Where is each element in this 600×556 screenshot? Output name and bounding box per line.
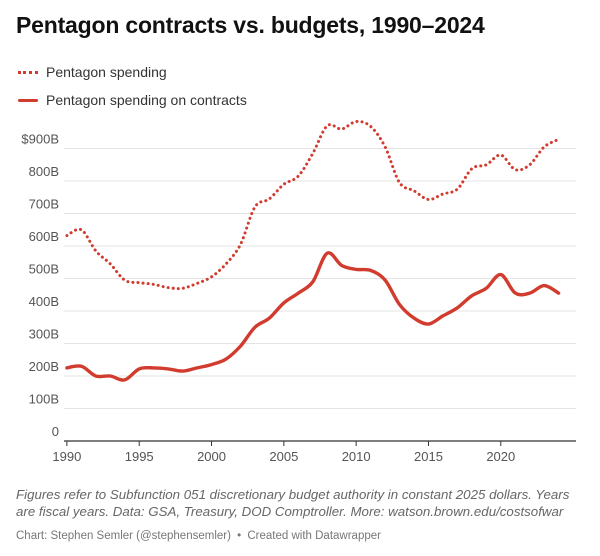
y-tick-label: 800B bbox=[29, 164, 59, 179]
y-tick-label: 100B bbox=[29, 392, 59, 407]
x-tick-label: 2005 bbox=[269, 449, 298, 464]
y-gridlines bbox=[64, 148, 576, 409]
series-line-pentagon-spending bbox=[65, 119, 561, 291]
chart-title: Pentagon contracts vs. budgets, 1990–202… bbox=[16, 12, 485, 38]
credit-author: Chart: Stephen Semler (@stephensemler) bbox=[16, 530, 231, 542]
credit-tool: Created with Datawrapper bbox=[247, 530, 381, 542]
legend-item-contracts: Pentagon spending on contracts bbox=[18, 86, 247, 114]
credit-separator: • bbox=[237, 530, 242, 542]
x-tick-label: 2010 bbox=[342, 449, 371, 464]
chart-credit: Chart: Stephen Semler (@stephensemler) •… bbox=[16, 530, 381, 542]
y-tick-label: 500B bbox=[29, 262, 59, 277]
series-line-contracts bbox=[65, 251, 561, 382]
y-tick-label: 600B bbox=[29, 229, 59, 244]
legend-swatch-dotted bbox=[18, 70, 38, 74]
y-tick-label: 200B bbox=[29, 359, 59, 374]
y-tick-labels: 0 100B 200B 300B 400B 500B 600B 700B 800B $900B bbox=[21, 132, 59, 440]
chart-notes: Figures refer to Subfunction 051 discret… bbox=[16, 487, 570, 519]
y-tick-label: 300B bbox=[29, 327, 59, 342]
x-tick-label: 1990 bbox=[52, 449, 81, 464]
legend-label-spending: Pentagon spending bbox=[46, 64, 167, 80]
x-tick-label: 2000 bbox=[197, 449, 226, 464]
x-tick-label: 2020 bbox=[486, 449, 515, 464]
legend-item-spending: Pentagon spending bbox=[18, 58, 247, 86]
x-tick-labels: 1990 1995 2000 2005 2010 2015 2020 bbox=[52, 449, 515, 464]
y-tick-label: 400B bbox=[29, 294, 59, 309]
legend-label-contracts: Pentagon spending on contracts bbox=[46, 92, 247, 108]
legend: Pentagon spending Pentagon spending on c… bbox=[18, 58, 247, 114]
y-tick-label: $900B bbox=[21, 132, 59, 147]
axes bbox=[64, 440, 576, 446]
series-lines bbox=[65, 119, 561, 382]
y-tick-label: 700B bbox=[29, 197, 59, 212]
x-tick-label: 2015 bbox=[414, 449, 443, 464]
x-tick-label: 1995 bbox=[125, 449, 154, 464]
legend-swatch-solid bbox=[18, 98, 38, 102]
y-tick-label: 0 bbox=[52, 424, 59, 439]
